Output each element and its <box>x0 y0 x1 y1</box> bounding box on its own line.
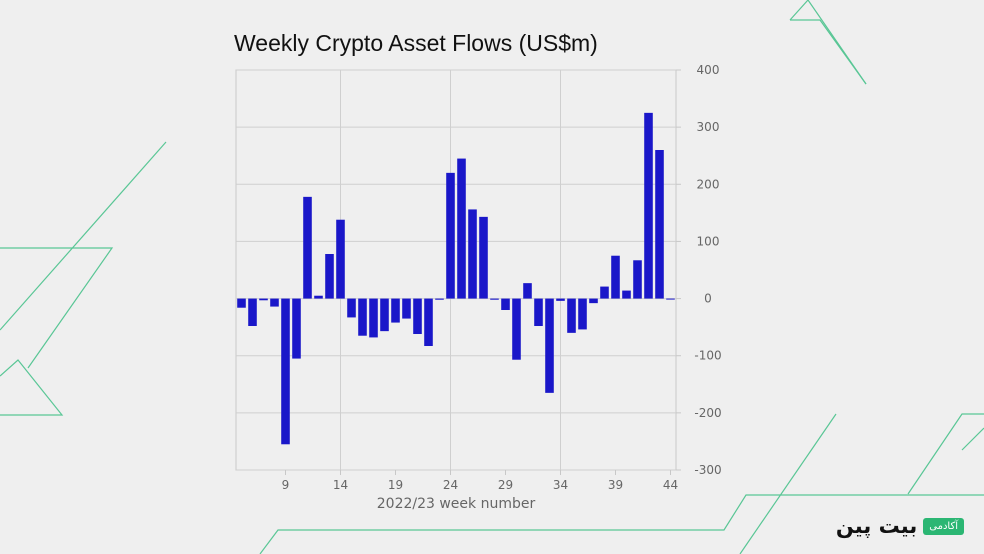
chart-title: Weekly Crypto Asset Flows (US$m) <box>234 30 598 56</box>
bar <box>435 298 444 300</box>
y-tick-label: -100 <box>694 349 721 363</box>
bar <box>336 219 345 299</box>
bar <box>600 286 609 299</box>
x-tick-label: 14 <box>333 478 348 492</box>
y-tick-label: -300 <box>694 463 721 477</box>
bar <box>457 158 466 299</box>
bar <box>259 298 268 301</box>
bar <box>512 298 521 360</box>
x-tick-label: 9 <box>282 478 290 492</box>
y-axis-ticks: 400 300 200 100 0 -100 -200 -300 <box>676 63 722 477</box>
bar <box>424 298 433 346</box>
bar <box>490 298 499 300</box>
x-tick-label: 29 <box>498 478 513 492</box>
bar <box>446 172 455 299</box>
bar <box>622 290 631 299</box>
bar <box>237 298 246 308</box>
brand-logo: بیت پین <box>835 514 918 538</box>
x-axis-label: 2022/23 week number <box>377 496 536 512</box>
brand-logo-area: آکادمی بیت پین <box>836 514 964 538</box>
bar <box>248 298 257 326</box>
x-tick-label: 19 <box>388 478 403 492</box>
bar <box>633 260 642 299</box>
bar <box>578 298 587 330</box>
bar <box>534 298 543 326</box>
x-tick-label: 34 <box>553 478 568 492</box>
bar <box>501 298 510 310</box>
bar <box>413 298 422 334</box>
x-tick-label: 44 <box>663 478 678 492</box>
y-tick-label: -200 <box>694 406 721 420</box>
y-tick-label: 200 <box>697 177 720 191</box>
chart-bars <box>237 112 675 445</box>
bar <box>468 209 477 299</box>
y-tick-label: 400 <box>697 63 720 77</box>
bar <box>391 298 400 323</box>
bar <box>270 298 279 307</box>
bar <box>523 283 532 299</box>
bar <box>655 150 664 299</box>
bar <box>325 254 334 299</box>
bar <box>644 112 653 299</box>
y-tick-label: 0 <box>704 292 712 306</box>
bar <box>611 255 620 299</box>
bar <box>347 298 356 318</box>
bar <box>589 298 598 304</box>
bar <box>369 298 378 338</box>
bar <box>556 298 565 301</box>
x-tick-label: 39 <box>608 478 623 492</box>
bar <box>314 295 323 299</box>
brand-badge: آکادمی <box>923 517 964 535</box>
bar <box>567 298 576 333</box>
bar <box>358 298 367 336</box>
chart-grid <box>235 69 677 471</box>
y-tick-label: 300 <box>697 120 720 134</box>
bar <box>292 298 301 359</box>
bar <box>479 216 488 299</box>
bar <box>303 196 312 299</box>
bar <box>545 298 554 393</box>
plot-frame <box>235 69 677 471</box>
bar <box>402 298 411 319</box>
y-tick-label: 100 <box>697 234 720 248</box>
bar <box>281 298 290 445</box>
x-axis-ticks: 9 14 19 24 29 34 39 44 <box>282 470 678 492</box>
bar <box>380 298 389 332</box>
x-tick-label: 24 <box>443 478 458 492</box>
bar <box>666 298 675 300</box>
